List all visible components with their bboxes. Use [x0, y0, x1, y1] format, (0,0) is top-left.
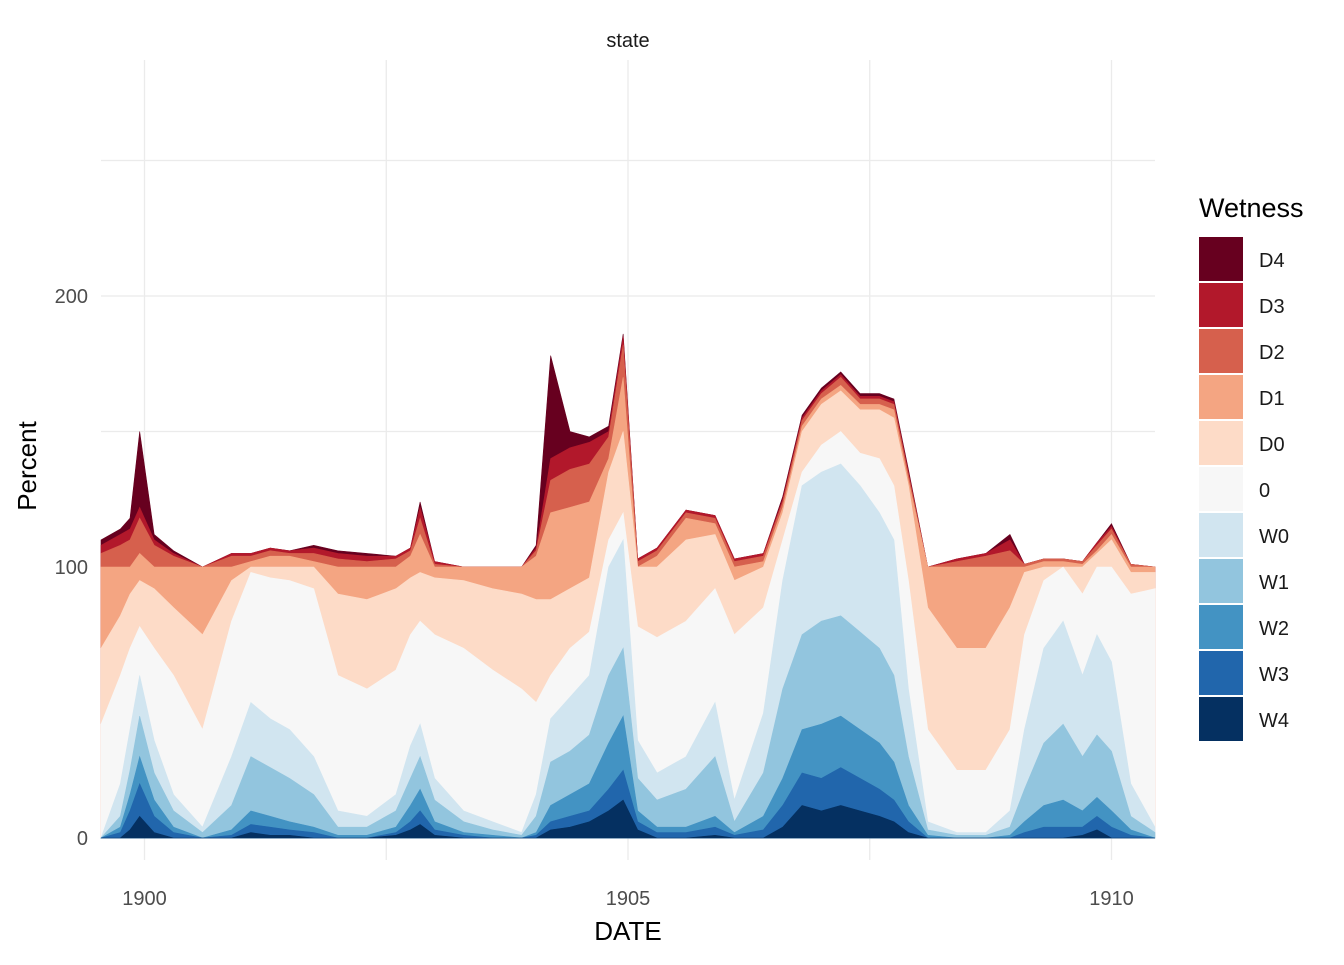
area-series-w3 [100, 767, 1156, 839]
legend-label-d2: D2 [1259, 342, 1285, 364]
y-tick-label: 200 [55, 286, 88, 308]
x-tick-label: 1900 [122, 888, 167, 910]
legend-swatch-w0 [1199, 513, 1243, 557]
legend-label-d1: D1 [1259, 388, 1285, 410]
legend-label-d4: D4 [1259, 250, 1285, 272]
x-axis-title: DATE [594, 916, 661, 946]
legend: Wetness D4 D3 D2 D1 D0 0 W0 W1 W2 W3 W4 [1199, 193, 1304, 741]
area-series-group [99, 333, 1156, 839]
legend-swatch-d4 [1199, 237, 1243, 281]
legend-swatch-w4 [1199, 697, 1243, 741]
legend-swatch-d1 [1199, 375, 1243, 419]
facet-strip-label: state [606, 30, 649, 52]
area-series-w4 [101, 799, 1155, 839]
legend-label-0: 0 [1259, 480, 1270, 502]
legend-swatch-w2 [1199, 605, 1243, 649]
legend-label-w2: W2 [1259, 618, 1289, 640]
legend-swatch-w3 [1199, 651, 1243, 695]
legend-label-d0: D0 [1259, 434, 1285, 456]
legend-label-d3: D3 [1259, 296, 1285, 318]
x-tick-label: 1905 [606, 888, 651, 910]
legend-swatch-d3 [1199, 283, 1243, 327]
y-tick-label: 0 [77, 828, 88, 850]
legend-label-w3: W3 [1259, 664, 1289, 686]
legend-label-w0: W0 [1259, 526, 1289, 548]
legend-title: Wetness [1199, 193, 1304, 223]
legend-label-w1: W1 [1259, 572, 1289, 594]
legend-swatch-d2 [1199, 329, 1243, 373]
legend-swatch-d0 [1199, 421, 1243, 465]
legend-swatch-w1 [1199, 559, 1243, 603]
x-tick-label: 1910 [1089, 888, 1134, 910]
legend-swatch-0 [1199, 467, 1243, 511]
y-axis-title: Percent [12, 420, 42, 510]
axis-labels: 0 100 200 1900 1905 1910 [55, 286, 1134, 910]
y-tick-label: 100 [55, 557, 88, 579]
legend-label-w4: W4 [1259, 710, 1289, 732]
